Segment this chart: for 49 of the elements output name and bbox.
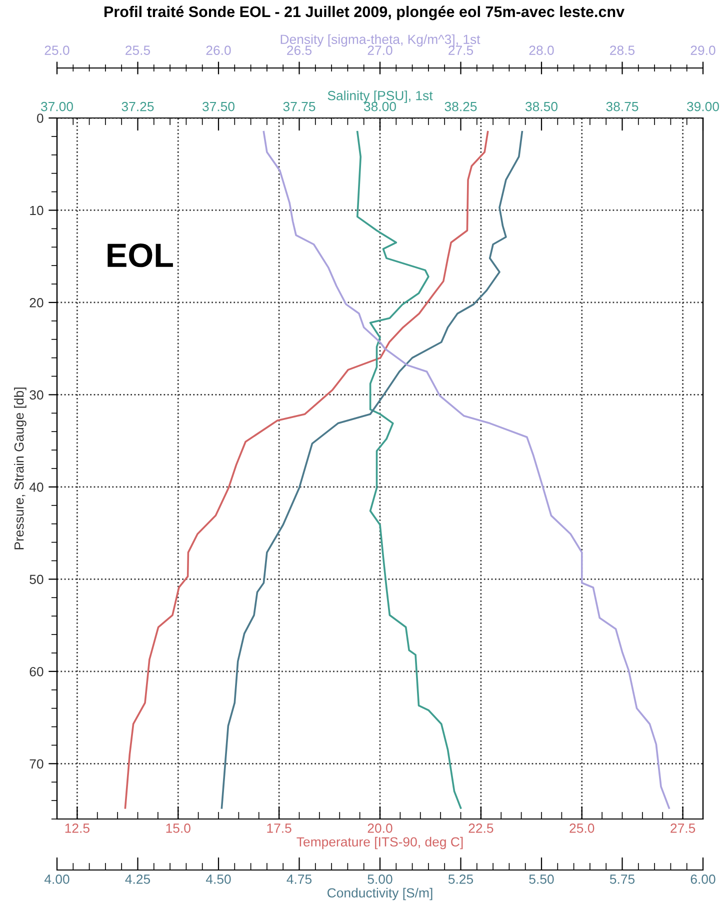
x-tick-label: 6.00 [690,874,716,884]
y-tick-label: 20 [30,298,44,308]
y-tick-label: 40 [29,482,44,492]
y-tick-label: 0 [36,114,44,123]
x2-tick-label: 37.75 [283,102,316,112]
annotation: EOL [108,244,173,268]
x2-tick-label: 38.25 [444,102,477,112]
x-tick-label: 27.5 [670,824,696,833]
x-tick-label: 12.5 [65,824,90,833]
x2-tick-label: 28.5 [610,46,635,55]
x-tick-label: 17.5 [267,824,292,833]
x-tick-label: 25.0 [570,824,594,833]
y-tick-label: 10 [30,206,44,216]
y-tick-label: 70 [30,759,44,769]
x-tick-label: 15.0 [166,824,190,833]
x2-tick-label: 27.0 [368,46,392,55]
x2-tick-label: 37.25 [122,102,154,112]
x2-tick-label: 26.0 [206,46,231,55]
x2-tick-label: 29.0 [690,46,716,55]
x-tick-label: 5.25 [448,874,474,884]
x-tick-label: 4.25 [125,874,150,884]
x2-tick-label: 38.00 [364,102,396,112]
x-axis-title: Conductivity [S/m] [328,888,432,900]
x2-tick-label: 27.5 [448,46,474,55]
x-tick-label: 22.5 [468,824,494,833]
x2-tick-label: 25.0 [44,46,70,55]
x-tick-label: 4.75 [286,874,312,884]
x2-axis-title: Salinity [PSU], 1st [328,90,433,103]
x2-tick-label: 28.0 [529,46,554,55]
x2-tick-label: 37.00 [40,102,73,112]
chart-title: Profil traité Sonde EOL - 21 Juillet 2009, plongée eol 75m-avec leste.cnv [104,6,624,20]
x2-tick-label: 38.75 [606,102,638,112]
x-tick-label: 5.00 [368,874,392,884]
x2-axis-title: Density [sigma-theta, Kg/m^3], 1st [280,34,480,47]
x-tick-label: 20.0 [368,824,392,833]
x2-tick-label: 38.50 [525,102,558,112]
x2-tick-label: 37.50 [202,102,234,112]
y-tick-label: 50 [30,574,44,584]
y-tick-label: 30 [30,390,44,400]
x2-tick-label: 39.00 [686,102,719,112]
x-tick-label: 5.50 [529,874,554,884]
x-tick-label: 4.00 [44,874,70,884]
x-tick-label: 5.75 [610,874,635,884]
x2-tick-label: 25.5 [126,46,150,55]
y-axis-title: Pressure, Strain Gauge [db] [14,388,26,550]
x-tick-label: 4.50 [206,874,231,884]
x-axis-title: Temperature [ITS-90, deg C] [296,836,463,850]
x2-tick-label: 26.5 [287,46,312,55]
y-tick-label: 60 [30,666,44,676]
